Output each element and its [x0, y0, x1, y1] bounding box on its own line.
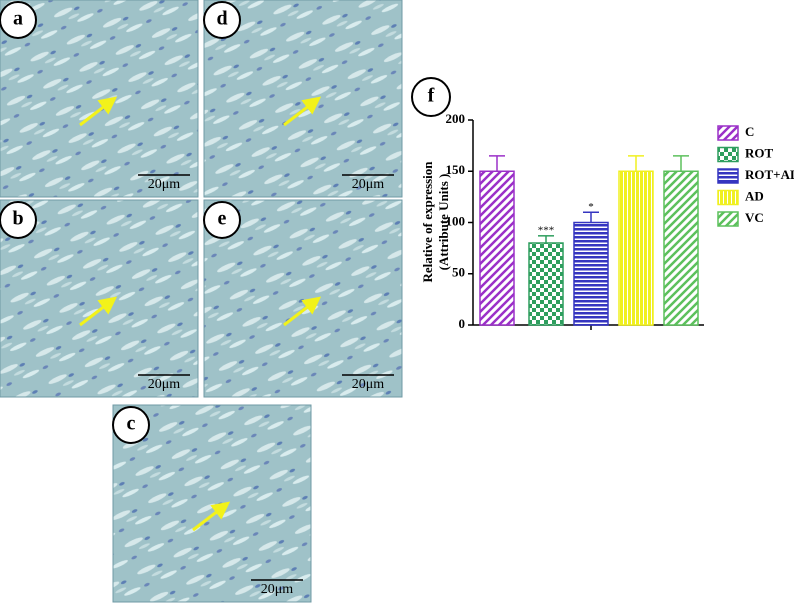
- arrow: [283, 296, 322, 327]
- scale-label: 20μm: [261, 582, 294, 597]
- y-axis-label: (Attribute Units ): [436, 174, 451, 271]
- arrow: [79, 96, 118, 127]
- significance-label: ***: [538, 224, 555, 236]
- legend-label: ROT+AD: [745, 167, 794, 182]
- legend-swatch: [717, 168, 739, 184]
- y-tick-label: 50: [452, 265, 465, 280]
- panel-label: e: [218, 208, 227, 230]
- bar: [479, 170, 515, 326]
- bar: [663, 170, 699, 326]
- legend-swatch: [717, 125, 739, 141]
- arrow: [283, 96, 322, 127]
- significance-label: *: [588, 201, 594, 213]
- scale-label: 20μm: [352, 177, 385, 192]
- scale-label: 20μm: [148, 377, 181, 392]
- panel-label: c: [127, 413, 136, 435]
- bar: [528, 242, 564, 326]
- legend-label: C: [745, 124, 754, 139]
- bar: [618, 170, 654, 326]
- y-axis-label: Relative of expression: [420, 161, 435, 283]
- legend-swatch: [717, 146, 739, 163]
- panel-label: a: [13, 8, 23, 30]
- panel-label: b: [12, 208, 23, 230]
- arrow: [79, 296, 118, 327]
- y-tick-label: 0: [459, 316, 466, 331]
- panel-badge: [203, 1, 241, 39]
- scale-label: 20μm: [148, 177, 181, 192]
- panel-badge: [203, 201, 241, 239]
- y-tick-label: 200: [446, 111, 466, 126]
- y-tick-label: 150: [446, 162, 466, 177]
- panel-label: d: [216, 8, 227, 30]
- scale-label: 20μm: [352, 377, 385, 392]
- legend-swatch: [717, 211, 739, 227]
- panel-label: f: [428, 85, 435, 107]
- legend-label: ROT: [745, 145, 774, 160]
- legend-swatch: [717, 189, 739, 206]
- panel-badge: [411, 77, 451, 117]
- bar: [573, 221, 609, 326]
- panel-badge: [0, 1, 37, 39]
- arrow: [192, 501, 231, 532]
- legend-label: AD: [745, 188, 764, 203]
- y-tick-label: 100: [446, 213, 466, 228]
- legend-label: VC: [745, 210, 764, 225]
- panel-badge: [112, 406, 150, 444]
- panel-badge: [0, 201, 37, 239]
